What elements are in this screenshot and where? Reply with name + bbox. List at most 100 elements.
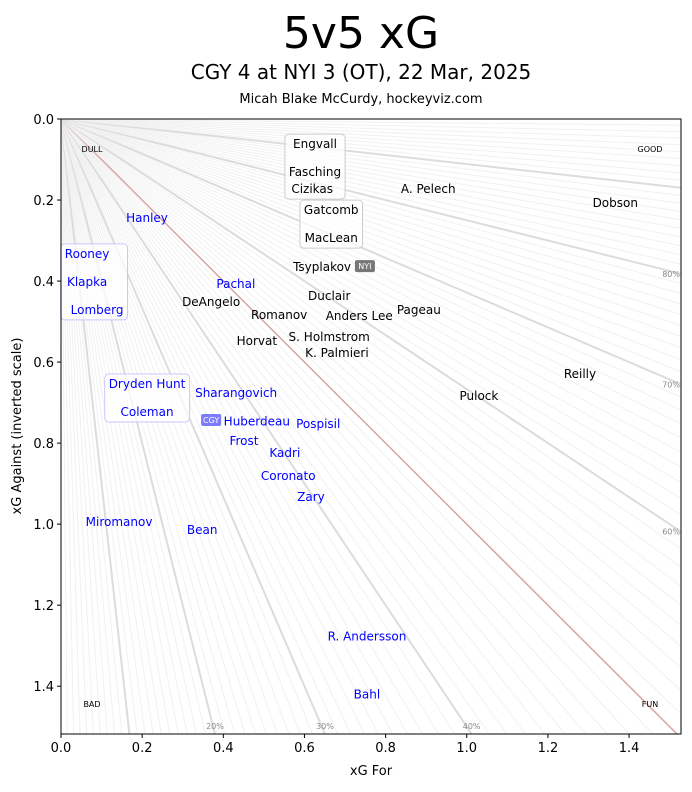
y-tick-label: 1.0: [33, 518, 54, 533]
y-tick-label: 0.8: [33, 437, 54, 452]
contour-label: 40%: [463, 722, 481, 731]
xgf-percent-line: [61, 119, 314, 734]
label-group-box: [299, 199, 364, 249]
xgf-percent-line: [61, 119, 681, 295]
xgf-percent-line: [61, 119, 246, 734]
xgf-percent-line: [61, 119, 94, 734]
xgf-percent-line: [61, 119, 681, 285]
player-label: Fasching: [289, 165, 341, 179]
xgf-percent-line: [61, 119, 546, 734]
x-tick-label: 1.4: [619, 741, 640, 756]
xgf-percent-line: [61, 119, 131, 734]
xgf-percent-line: [61, 119, 681, 167]
xgf-percent-line: [61, 119, 681, 484]
xgf-percent-line: [61, 119, 681, 204]
xgf-percent-line: [61, 119, 681, 221]
xgf-percent-line: [61, 119, 88, 734]
xgf-percent-line: [61, 119, 123, 734]
player-label: Anders Lee: [326, 309, 393, 323]
xgf-percent-line: [61, 119, 365, 734]
player-label: Frost: [229, 434, 258, 448]
player-label: Sharangovich: [195, 386, 277, 400]
xgf-percent-line: [61, 119, 352, 734]
corner-label-good: GOOD: [638, 145, 663, 154]
xgf-percent-line: [61, 119, 301, 734]
chart-subtitle: CGY 4 at NYI 3 (OT), 22 Mar, 2025: [191, 60, 532, 84]
xgf-percent-line: [61, 119, 236, 734]
xgf-percent-line: [61, 119, 681, 326]
xgf-percent-line: [61, 119, 681, 349]
player-label: Pachal: [216, 277, 255, 291]
xgf-percent-line: [61, 119, 681, 133]
xgf-percent-line: [61, 119, 75, 734]
xgf-percent-line: [61, 119, 278, 734]
x-tick-label: 0.8: [375, 741, 396, 756]
xgf-percent-line: [61, 119, 681, 669]
xgf-percent-line: [61, 119, 681, 238]
xgf-percent-line: [61, 119, 587, 734]
player-label: Duclair: [308, 289, 350, 303]
xgf-percent-line: [61, 119, 681, 229]
y-tick-label: 0.2: [33, 194, 54, 209]
xgf-percent-line: [61, 119, 439, 734]
player-label: Reilly: [564, 367, 596, 381]
corner-label-fun: FUN: [642, 700, 658, 709]
xgf-percent-line: [61, 119, 527, 734]
player-label: Cizikas: [291, 182, 333, 196]
chart-credit: Micah Blake McCurdy, hockeyviz.com: [239, 92, 482, 107]
player-label: Gatcomb: [304, 203, 359, 217]
team-marker-nyi: [354, 260, 375, 273]
xgf-percent-line: [61, 119, 681, 315]
team-marker-label: CGY: [203, 416, 219, 425]
player-label: Lomberg: [71, 303, 124, 317]
xgf-percent-line: [61, 119, 681, 265]
xgf-percent-line: [61, 119, 267, 734]
contour-label: 30%: [316, 722, 334, 731]
xgf-percent-line: [61, 119, 379, 734]
y-tick-label: 0.4: [33, 275, 54, 290]
chart-title: 5v5 xG: [283, 8, 439, 59]
player-label: Rooney: [65, 247, 110, 261]
xgf-percent-line: [61, 119, 681, 139]
xgf-percent-line: [61, 119, 681, 386]
player-label: Klapka: [67, 275, 107, 289]
xgf-percent-line: [61, 119, 681, 256]
xgf-percent-line: [61, 119, 256, 734]
contour-label: 70%: [662, 380, 680, 389]
x-tick-label: 1.0: [456, 741, 477, 756]
x-tick-label: 0.6: [294, 741, 315, 756]
label-group-boxes: [60, 133, 364, 423]
x-tick-label: 0.2: [132, 741, 153, 756]
xgf-percent-line: [61, 119, 681, 174]
xgf-percent-line: [61, 119, 456, 734]
xgf-percent-line: [61, 119, 681, 146]
player-label: Pageau: [397, 303, 441, 317]
xgf-percent-line: [61, 119, 681, 189]
y-tick-label: 1.2: [33, 599, 54, 614]
contour-label: 80%: [662, 270, 680, 279]
x-tick-label: 0.4: [213, 741, 234, 756]
y-tick-label: 1.4: [33, 680, 54, 695]
xgf-percent-line: [61, 119, 226, 734]
xgf-percent-line: [61, 119, 171, 734]
player-label: R. Andersson: [328, 629, 407, 643]
xgf-percent-line: [61, 119, 68, 734]
xgf-percent-line: [61, 119, 206, 734]
player-label: Hanley: [126, 211, 168, 225]
xgf-percent-line: [61, 119, 326, 734]
player-label: Bahl: [354, 687, 381, 701]
y-tick-label: 0.0: [33, 113, 54, 128]
xgf-percent-line: [61, 119, 681, 715]
xgf-percent-line: [61, 119, 608, 734]
player-label: Engvall: [293, 137, 337, 151]
xgf-percent-line: [61, 119, 681, 337]
player-label: Zary: [297, 490, 325, 504]
player-label: MacLean: [305, 231, 358, 245]
xgf-percent-line: [61, 119, 473, 734]
xgf-percent-line: [61, 119, 424, 734]
xgf-percent-line: [61, 119, 162, 734]
xgf-percent-line: [61, 119, 654, 734]
player-label: Coronato: [261, 469, 316, 483]
team-marker-cgy: [201, 414, 222, 427]
x-axis-label: xG For: [350, 764, 393, 779]
